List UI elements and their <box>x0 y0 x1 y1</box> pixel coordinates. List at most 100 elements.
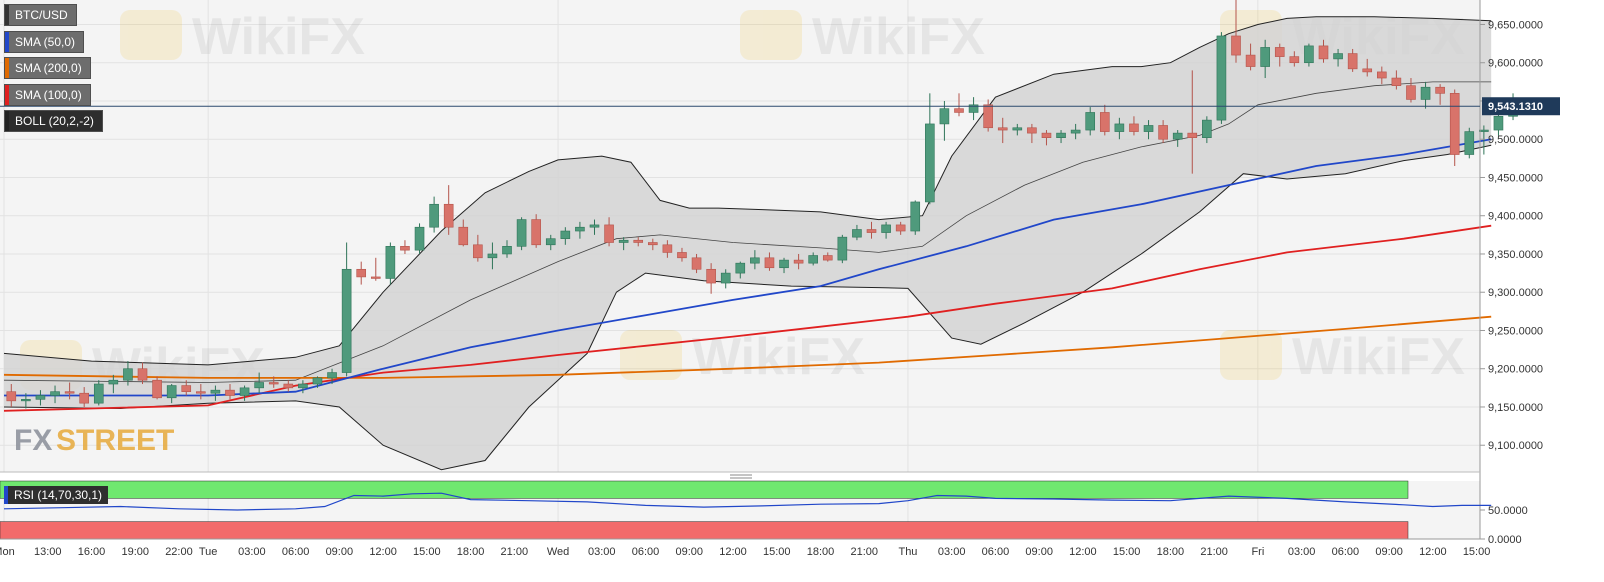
candle-body <box>21 399 31 402</box>
candle-body <box>779 259 789 269</box>
legend-sma-200[interactable]: SMA (200,0) <box>4 57 91 79</box>
candle <box>1129 116 1139 136</box>
candle-body <box>1420 86 1431 100</box>
candle <box>779 257 789 274</box>
time-tick-label: 15:00 <box>763 546 791 558</box>
candle <box>1231 0 1241 63</box>
candle-body <box>531 219 541 246</box>
candle-body <box>516 219 527 247</box>
candle <box>706 263 716 294</box>
candle <box>123 361 133 386</box>
candle <box>210 385 221 401</box>
candle <box>575 221 585 239</box>
wikifx-watermark: WikiFX <box>120 8 365 66</box>
candle <box>341 242 352 377</box>
candle <box>6 384 17 407</box>
candle <box>997 117 1008 144</box>
legend-swatch <box>5 58 9 78</box>
candle <box>1245 43 1256 71</box>
candle <box>1479 125 1489 155</box>
time-tick-label: 18:00 <box>457 546 485 558</box>
legend-btcusd[interactable]: BTC/USD <box>4 4 77 26</box>
candle <box>1274 43 1285 67</box>
candle <box>837 234 848 264</box>
candle-body <box>822 255 833 261</box>
candle-body <box>968 104 979 113</box>
candle <box>545 234 556 251</box>
candle <box>968 97 979 121</box>
candle <box>473 234 483 262</box>
time-tick-label: 06:00 <box>282 546 310 558</box>
candle-body <box>123 368 133 381</box>
candle <box>1435 84 1445 105</box>
candle-body <box>1435 86 1445 94</box>
candle <box>954 93 964 117</box>
candle-body <box>589 224 600 228</box>
candle-body <box>254 382 264 389</box>
candle-body <box>225 389 235 396</box>
candle-body <box>1129 123 1139 132</box>
legend-sma-100[interactable]: SMA (100,0) <box>4 84 91 106</box>
candle-body <box>268 382 279 385</box>
candle-body <box>575 226 585 232</box>
pane-resize-handle[interactable] <box>730 474 752 479</box>
candle-body <box>327 372 337 379</box>
candle <box>1318 39 1329 63</box>
candle-body <box>1245 54 1256 67</box>
candle <box>793 253 804 270</box>
candle-body <box>64 391 75 394</box>
candle <box>1304 43 1314 67</box>
candle <box>1027 123 1037 144</box>
candle-body <box>648 242 658 246</box>
candle <box>458 219 469 247</box>
time-tick-label: 09:00 <box>675 546 703 558</box>
price-tick-label: 9,200.0000 <box>1488 364 1543 376</box>
candle <box>254 372 264 394</box>
candle <box>298 380 308 394</box>
sma-lines <box>3 138 1492 412</box>
legend-swatch <box>5 111 9 131</box>
candle <box>648 238 658 251</box>
candle <box>910 200 921 235</box>
legend-swatch <box>5 32 9 52</box>
candle-body <box>750 257 760 264</box>
candle-body <box>1172 132 1183 140</box>
time-tick-label: 22:00 <box>165 546 193 558</box>
candle <box>443 185 454 235</box>
candle <box>808 252 818 266</box>
legend-rsi[interactable]: RSI (14,70,30,1) <box>4 486 109 504</box>
watermark-badge <box>740 10 802 60</box>
time-tick-label: 21:00 <box>501 546 529 558</box>
candle <box>93 380 104 406</box>
price-tick-label: 9,650.0000 <box>1488 19 1543 31</box>
candle <box>764 252 775 271</box>
candle-body <box>1231 35 1241 56</box>
candle-body <box>1464 131 1475 155</box>
candle-body <box>677 252 687 259</box>
candle-body <box>618 239 629 243</box>
candle-body <box>735 262 746 274</box>
candle-body <box>910 201 921 232</box>
candle <box>487 242 498 270</box>
candle <box>414 223 425 254</box>
candle-body <box>1158 125 1168 140</box>
wikifx-watermark: WikiFX <box>620 328 865 386</box>
candle <box>64 382 75 400</box>
time-tick-label: 12:00 <box>719 546 747 558</box>
candle-body <box>1260 47 1270 67</box>
candle-body <box>764 257 775 269</box>
watermark-badge <box>1220 330 1282 380</box>
candles <box>6 0 1533 409</box>
svg-text:FX: FX <box>14 424 52 457</box>
candle-body <box>79 392 89 404</box>
candle <box>1085 107 1096 136</box>
legend-boll[interactable]: BOLL (20,2,-2) <box>4 110 103 132</box>
candle <box>1070 123 1081 140</box>
legend-label: SMA (200,0) <box>15 61 82 75</box>
time-tick-label: 09:00 <box>326 546 354 558</box>
candle <box>35 390 46 406</box>
legend-sma-50[interactable]: SMA (50,0) <box>4 31 85 53</box>
candle-body <box>152 379 162 399</box>
candle <box>720 269 731 289</box>
